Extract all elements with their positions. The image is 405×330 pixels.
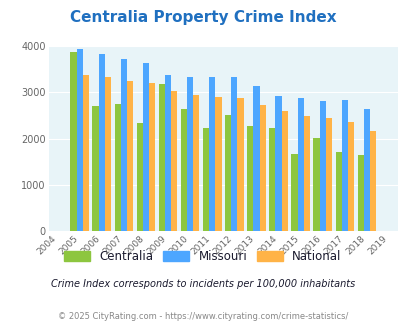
Bar [164,75,171,231]
Bar [127,81,133,231]
Bar [92,106,98,231]
Bar [231,77,237,231]
Bar [325,118,331,231]
Bar [149,83,155,231]
Bar [143,63,149,231]
Bar [303,116,309,231]
Text: © 2025 CityRating.com - https://www.cityrating.com/crime-statistics/: © 2025 CityRating.com - https://www.city… [58,312,347,321]
Text: Centralia Property Crime Index: Centralia Property Crime Index [70,10,335,25]
Bar [209,77,215,231]
Bar [120,59,127,231]
Bar [275,96,281,231]
Bar [104,77,111,231]
Bar [187,77,193,231]
Bar [335,152,341,231]
Bar [281,111,287,231]
Bar [363,109,369,231]
Bar [247,126,253,231]
Bar [180,109,187,231]
Bar [224,115,231,231]
Bar [369,131,375,231]
Bar [215,97,221,231]
Bar [202,128,209,231]
Bar [136,123,143,231]
Bar [83,75,89,231]
Bar [171,91,177,231]
Bar [297,98,303,231]
Bar [259,105,265,231]
Bar [193,95,199,231]
Bar [114,104,120,231]
Bar [313,138,319,231]
Legend: Centralia, Missouri, National: Centralia, Missouri, National [60,245,345,268]
Text: Crime Index corresponds to incidents per 100,000 inhabitants: Crime Index corresponds to incidents per… [51,279,354,289]
Bar [98,54,104,231]
Bar [319,101,325,231]
Bar [237,98,243,231]
Bar [341,100,347,231]
Bar [158,84,164,231]
Bar [347,122,353,231]
Bar [77,49,83,231]
Bar [253,86,259,231]
Bar [357,155,363,231]
Bar [291,154,297,231]
Bar [70,52,77,231]
Bar [269,128,275,231]
